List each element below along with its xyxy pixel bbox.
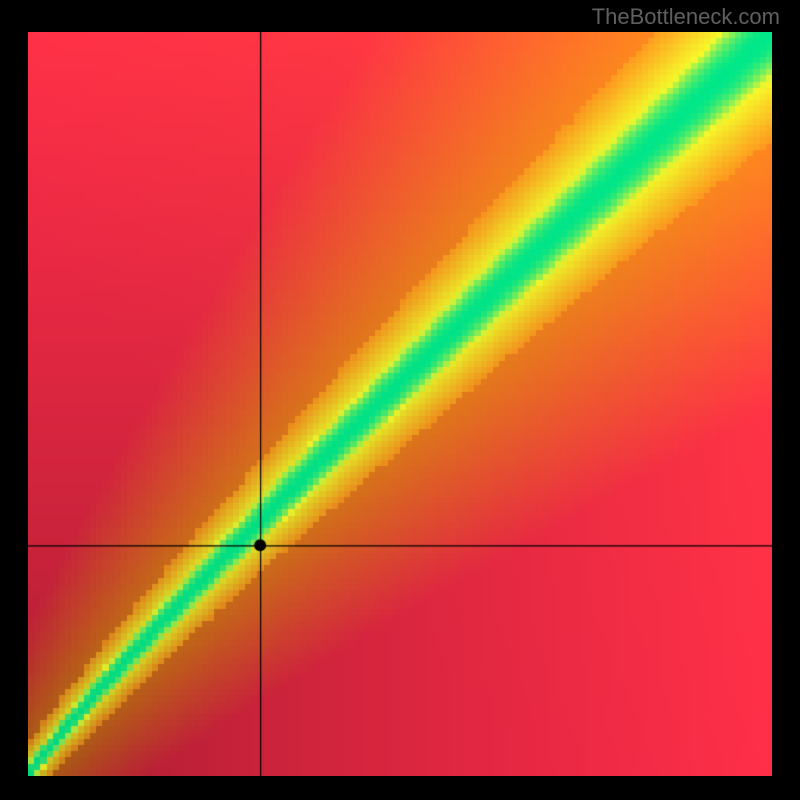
- bottleneck-heatmap: [28, 32, 772, 776]
- watermark-text: TheBottleneck.com: [592, 4, 780, 30]
- heatmap-canvas: [28, 32, 772, 776]
